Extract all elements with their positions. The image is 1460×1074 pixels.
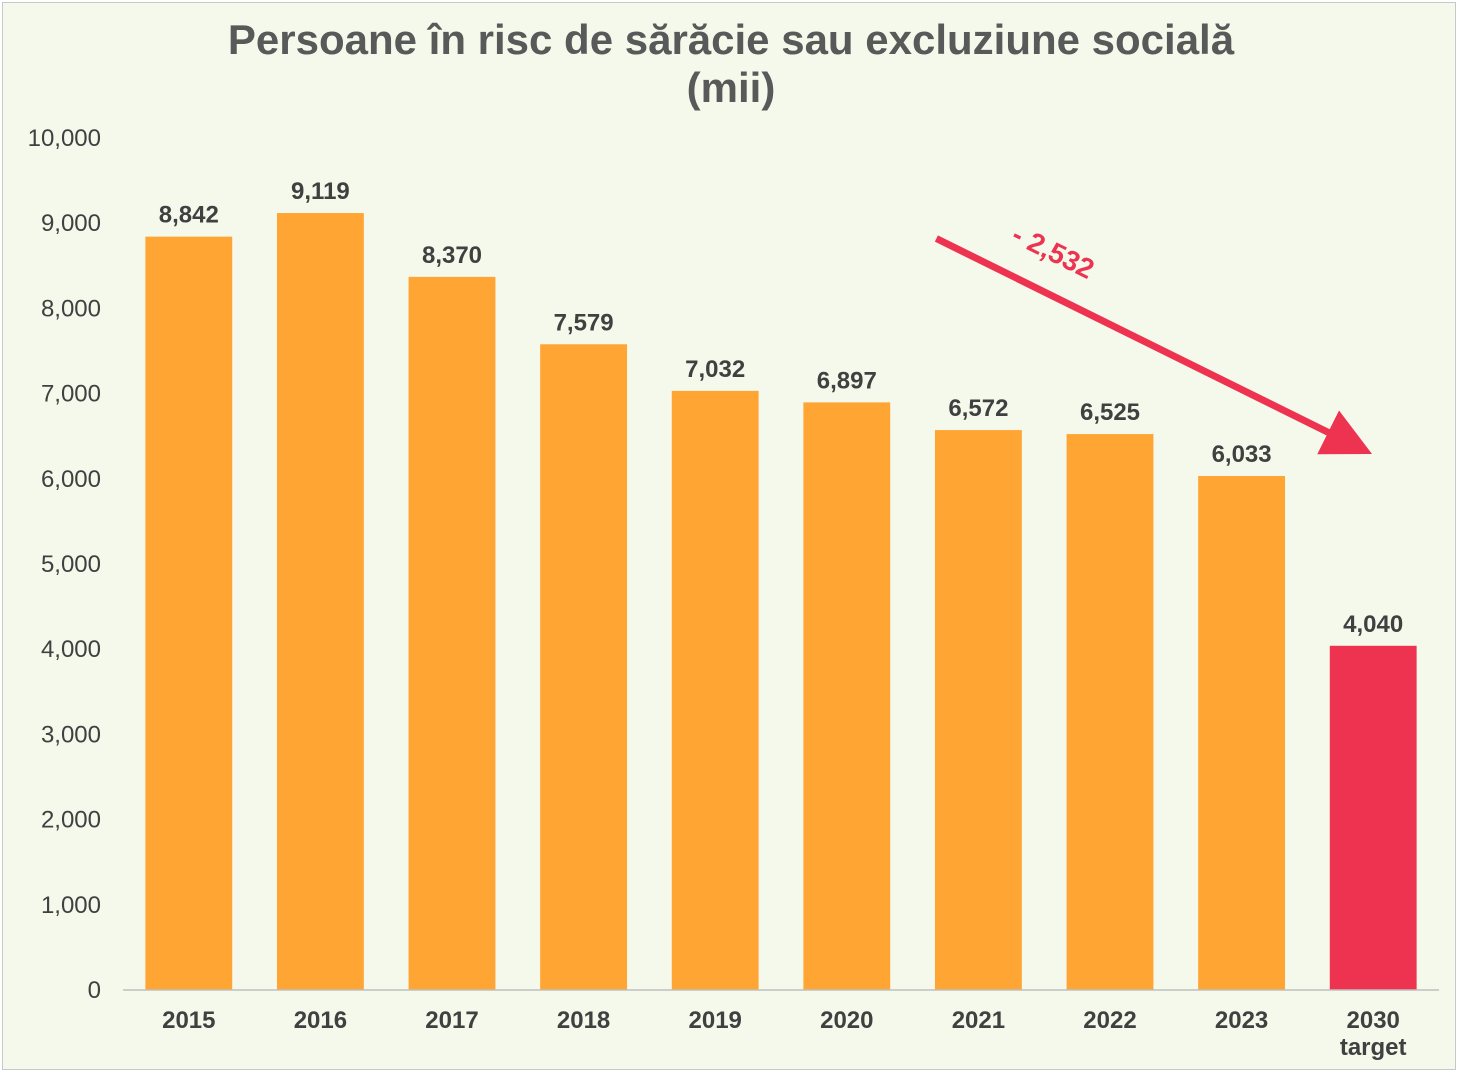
data-label-2022: 6,525 (1080, 399, 1140, 426)
y-tick-label: 9,000 (41, 210, 101, 237)
y-tick-label: 4,000 (41, 636, 101, 663)
x-tick-label: 2015 (162, 1007, 215, 1034)
bar-2023 (1198, 475, 1286, 990)
data-label-2017: 8,370 (422, 242, 482, 269)
y-tick-label: 2,000 (41, 807, 101, 834)
y-tick-label: 5,000 (41, 551, 101, 578)
data-label-2016: 9,119 (291, 178, 350, 205)
data-label-2020: 6,897 (817, 367, 877, 394)
bar-2018 (540, 344, 628, 991)
bar-2019 (671, 390, 759, 990)
data-label-2021: 6,572 (948, 395, 1008, 422)
y-tick-label: 7,000 (41, 381, 101, 408)
x-tick-label: 2023 (1215, 1007, 1268, 1034)
y-tick-label: 3,000 (41, 721, 101, 748)
data-label-2030: 4,040 (1343, 611, 1403, 638)
chart-subtitle: (mii) (687, 64, 776, 111)
bar-2020 (803, 402, 891, 990)
y-tick-label: 10,000 (28, 125, 101, 152)
y-tick-label: 8,000 (41, 295, 101, 322)
bar-2021 (934, 430, 1022, 990)
data-label-2019: 7,032 (685, 356, 745, 383)
x-tick-label: 2021 (952, 1007, 1005, 1034)
data-label-2018: 7,579 (554, 309, 614, 336)
x-axis: 2015 2016 2017 2018 2019 2020 2021 2022 2023 2030… (162, 1007, 1406, 1061)
x-tick-label: 2017 (425, 1007, 478, 1034)
bar-2022 (1066, 434, 1154, 990)
y-tick-label: 1,000 (41, 892, 101, 919)
x-tick-label: 2022 (1083, 1007, 1136, 1034)
x-tick-label: 2019 (689, 1007, 742, 1034)
bar-2016 (276, 213, 364, 990)
x-tick-label: 2018 (557, 1007, 610, 1034)
data-label-2015: 8,842 (159, 202, 219, 229)
bar-2015 (145, 236, 233, 990)
x-tick-sublabel: target (1340, 1034, 1407, 1061)
data-label-2023: 6,033 (1212, 441, 1272, 468)
y-tick-label: 6,000 (41, 466, 101, 493)
bars-group: 8,842 9,119 8,370 7,579 7,032 6,897 6,572 6,525… (145, 178, 1417, 991)
x-tick-label: 2016 (294, 1007, 347, 1034)
bar-2030 (1329, 645, 1417, 990)
bar-2017 (408, 276, 496, 991)
y-tick-label: 0 (88, 977, 101, 1004)
chart-svg: Persoane în risc de sărăcie sau excluziu… (28, 16, 1439, 1061)
trend-arrow (934, 235, 1373, 455)
y-axis: 0 1,000 2,000 3,000 4,000 5,000 6,000 7,000 8,00… (28, 125, 101, 1004)
trend-label: - 2,532 (1007, 218, 1099, 284)
x-tick-label: 2020 (820, 1007, 873, 1034)
x-tick-label: 2030 (1347, 1007, 1400, 1034)
chart-title: Persoane în risc de sărăcie sau excluziu… (228, 16, 1235, 63)
